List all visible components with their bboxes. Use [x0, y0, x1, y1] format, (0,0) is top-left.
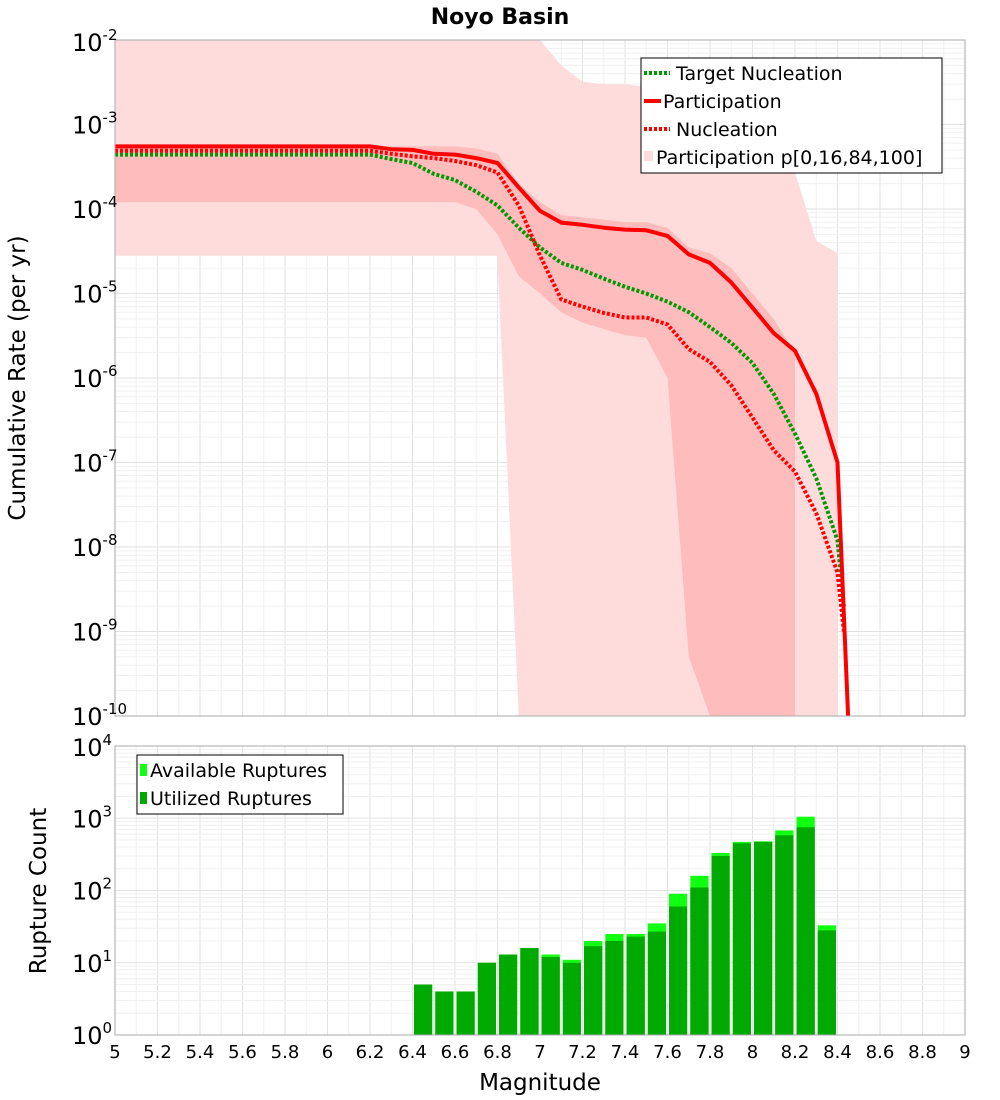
rate-lines	[115, 144, 851, 717]
legend-swatch-participation-band	[644, 151, 653, 161]
top-plot-frame	[114, 39, 966, 717]
target-nucleation-line	[115, 152, 846, 607]
bar-utilized-ruptures	[711, 856, 730, 1035]
participation-band-p0-p100	[115, 40, 838, 716]
bar-utilized-ruptures	[775, 835, 794, 1035]
x-tick-label: 5.4	[186, 1042, 215, 1063]
x-axis-title: Magnitude	[479, 1070, 601, 1096]
y-tick-label: 102	[72, 875, 112, 906]
legend-label-target-nucleation: Target Nucleation	[675, 63, 843, 85]
x-tick-label: 7.2	[568, 1042, 597, 1063]
legend-label-available-ruptures: Available Ruptures	[150, 760, 327, 782]
x-tick-label: 6.8	[483, 1042, 512, 1063]
top-y-axis-title: Cumulative Rate (per yr)	[5, 235, 31, 520]
x-tick-label: 8.6	[866, 1042, 895, 1063]
x-tick-labels: 5 5.2 5.4 5.6 5.8 6 6.2 6.4 6.6 6.8 7 7.2 7.4 7.6 7.8 8…	[109, 1042, 970, 1063]
bar-utilized-ruptures	[796, 827, 815, 1035]
bar-utilized-ruptures	[669, 906, 688, 1035]
legend-swatch-available-ruptures	[140, 764, 147, 776]
y-tick-label: 10-6	[72, 362, 118, 393]
bar-utilized-ruptures	[499, 954, 518, 1035]
y-tick-label: 103	[72, 802, 112, 833]
y-tick-label: 10-8	[72, 531, 118, 562]
y-tick-label: 10-7	[72, 447, 118, 478]
participation-bands	[115, 40, 838, 716]
x-tick-label: 6.2	[356, 1042, 385, 1063]
bar-utilized-ruptures	[647, 931, 666, 1035]
chart-title: Noyo Basin	[431, 5, 570, 30]
legend-swatch-utilized-ruptures	[140, 792, 147, 804]
y-tick-label: 101	[72, 947, 112, 978]
bottom-plot-frame	[114, 745, 966, 1036]
bar-utilized-ruptures	[626, 936, 645, 1035]
x-tick-label: 7.8	[696, 1042, 725, 1063]
bar-utilized-ruptures	[584, 946, 603, 1035]
bar-utilized-ruptures	[414, 984, 433, 1035]
bar-utilized-ruptures	[520, 948, 539, 1035]
y-tick-label: 10-9	[72, 616, 118, 647]
bar-utilized-ruptures	[477, 962, 496, 1036]
y-tick-label: 10-5	[72, 278, 118, 309]
bar-utilized-ruptures	[605, 941, 624, 1035]
x-tick-label: 8	[747, 1042, 758, 1063]
bar-utilized-ruptures	[817, 930, 836, 1035]
participation-band-p16-p84	[115, 146, 795, 716]
y-tick-label: 10-3	[72, 109, 118, 140]
nucleation-line	[115, 148, 846, 632]
bottom-y-tick-labels: 100 101 102 103 104	[72, 731, 112, 1050]
y-tick-label: 10-10	[72, 700, 127, 731]
legend-label-utilized-ruptures: Utilized Ruptures	[150, 788, 312, 810]
bottom-legend-box	[136, 754, 344, 815]
legend-label-participation-band: Participation p[0,16,84,100]	[656, 147, 922, 169]
x-tick-label: 9	[959, 1042, 970, 1063]
legend-label-participation: Participation	[663, 91, 782, 113]
x-tick-label: 5.2	[143, 1042, 172, 1063]
bar-utilized-ruptures	[754, 841, 773, 1035]
participation-line	[115, 144, 851, 717]
bar-utilized-ruptures	[732, 843, 751, 1035]
x-tick-label: 8.2	[781, 1042, 810, 1063]
top-y-tick-labels: 10-10 10-9 10-8 10-7 10-6 10-5 10-4 10-3 10-2	[72, 26, 127, 731]
x-tick-label: 5.8	[271, 1042, 300, 1063]
x-tick-label: 7.4	[611, 1042, 640, 1063]
y-tick-label: 104	[72, 731, 112, 762]
top-legend: Target Nucleation Participation Nucleati…	[640, 57, 943, 174]
y-tick-label: 10-2	[72, 26, 118, 57]
bar-utilized-ruptures	[562, 962, 581, 1036]
bar-utilized-ruptures	[690, 887, 709, 1035]
top-legend-box	[640, 57, 943, 174]
x-tick-label: 6.4	[398, 1042, 427, 1063]
bar-utilized-ruptures	[435, 991, 454, 1035]
bar-utilized-ruptures	[456, 991, 475, 1035]
x-tick-label: 5.6	[228, 1042, 257, 1063]
bottom-y-axis-title: Rupture Count	[26, 808, 52, 974]
x-tick-label: 8.8	[908, 1042, 937, 1063]
y-tick-label: 10-4	[72, 193, 118, 224]
x-tick-label: 6	[322, 1042, 333, 1063]
x-tick-label: 8.4	[823, 1042, 852, 1063]
bar-utilized-ruptures	[541, 957, 560, 1035]
x-tick-label: 7.6	[653, 1042, 682, 1063]
bottom-legend: Available Ruptures Utilized Ruptures	[136, 754, 344, 815]
y-tick-label: 100	[72, 1019, 112, 1050]
x-tick-label: 7	[534, 1042, 545, 1063]
x-tick-label: 6.6	[441, 1042, 470, 1063]
legend-label-nucleation: Nucleation	[676, 119, 778, 141]
x-tick-label: 5	[109, 1042, 120, 1063]
rupture-bars	[414, 816, 836, 1036]
